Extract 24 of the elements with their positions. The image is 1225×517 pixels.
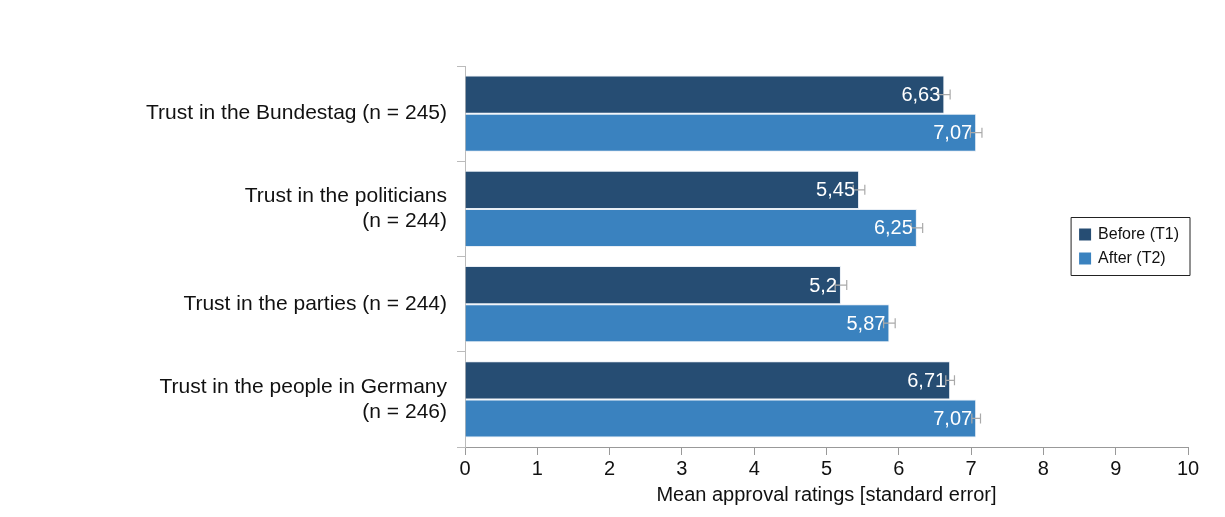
- x-tick-label: 3: [676, 456, 688, 479]
- x-tick-label: 6: [893, 456, 905, 479]
- data-label: 7,07: [933, 406, 973, 429]
- data-label: 5,45: [816, 178, 856, 201]
- x-tick-label: 7: [965, 456, 977, 479]
- legend-label: After (T2): [1098, 248, 1166, 266]
- data-label: 5,2: [809, 273, 837, 296]
- y-tick-label: Trust in the Bundestag (n = 245): [146, 100, 447, 124]
- x-tick-label: 9: [1110, 456, 1122, 479]
- y-tick-label: Trust in the politicians (n = 244): [244, 183, 447, 232]
- x-axis-title: Mean approval ratings [standard error]: [656, 482, 997, 505]
- legend-label: Before (T1): [1098, 224, 1180, 242]
- x-tick-label: 1: [531, 456, 543, 479]
- data-label: 6,71: [907, 368, 947, 391]
- x-tick-label: 0: [459, 456, 471, 479]
- x-tick-label: 2: [604, 456, 616, 479]
- data-label: 6,25: [873, 216, 913, 239]
- y-tick-label: Trust in the parties (n = 244): [183, 290, 447, 314]
- x-tick-label: 4: [748, 456, 760, 479]
- x-tick-label: 8: [1037, 456, 1049, 479]
- x-tick-label: 10: [1176, 456, 1200, 479]
- data-label: 5,87: [846, 311, 886, 334]
- x-tick-label: 5: [820, 456, 833, 479]
- y-tick-label: Trust in the people in Germany (n = 246): [159, 373, 448, 422]
